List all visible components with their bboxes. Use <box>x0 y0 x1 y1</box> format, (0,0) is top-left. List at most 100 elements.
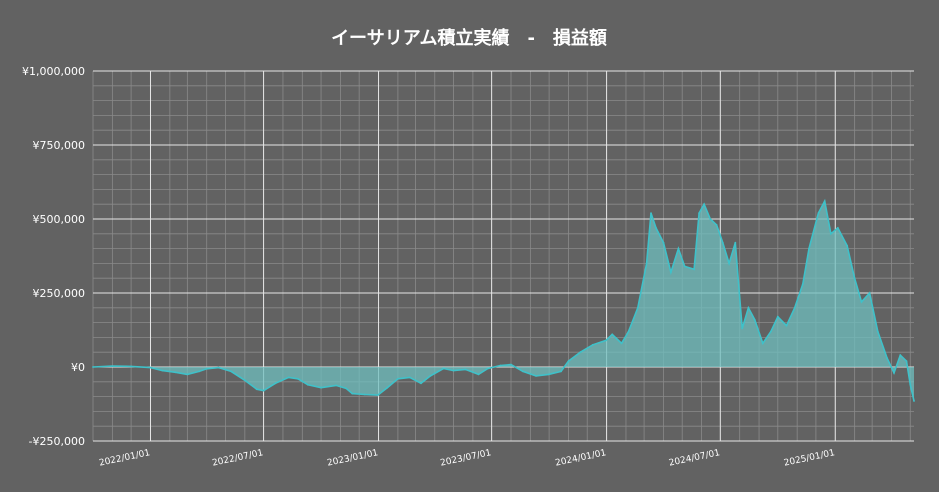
data-point <box>670 271 672 274</box>
data-point <box>386 386 389 389</box>
data-point <box>677 247 680 250</box>
y-tick-label: -¥250,000 <box>29 435 85 448</box>
data-point <box>636 306 639 309</box>
data-point <box>591 343 594 346</box>
data-point <box>287 376 290 379</box>
data-point <box>335 384 337 387</box>
grid <box>92 70 914 442</box>
data-point <box>620 342 623 345</box>
data-point <box>452 369 455 372</box>
data-point <box>377 394 379 396</box>
data-point <box>823 200 826 203</box>
data-point <box>645 262 648 265</box>
data-point <box>728 262 730 265</box>
x-tick-label: 2024/01/01 <box>554 448 607 469</box>
data-point <box>868 292 871 294</box>
data-point <box>830 232 832 235</box>
data-point <box>698 212 700 215</box>
data-point <box>611 333 614 336</box>
data-point <box>297 377 299 380</box>
data-point <box>230 370 233 373</box>
chart-title: イーサリアム積立実績 - 損益額 <box>331 27 607 49</box>
data-point <box>217 366 220 369</box>
data-point <box>535 375 537 377</box>
data-point <box>363 393 366 396</box>
series-line <box>92 198 915 402</box>
data-point <box>198 370 201 373</box>
data-point <box>408 376 411 379</box>
data-point <box>913 400 915 402</box>
data-point <box>876 330 879 333</box>
data-point <box>793 306 796 309</box>
data-point <box>693 268 695 271</box>
data-point <box>808 247 810 250</box>
data-point <box>442 367 445 370</box>
data-point <box>741 327 744 330</box>
data-point <box>320 386 322 389</box>
data-point <box>909 383 912 386</box>
y-tick-label: ¥500,000 <box>33 213 86 226</box>
data-point <box>186 373 189 376</box>
y-axis: -¥250,000 ¥0 ¥250,000 ¥500,000 ¥750,000 ¥1,00… <box>22 65 85 448</box>
data-point <box>429 375 432 377</box>
x-tick-label: 2022/01/01 <box>98 448 151 469</box>
data-point <box>905 360 908 362</box>
x-tick-label: 2023/01/01 <box>326 448 379 469</box>
data-point <box>817 212 820 215</box>
data-point <box>734 241 737 244</box>
data-point <box>487 367 489 370</box>
data-point <box>703 203 705 206</box>
data-point <box>655 227 657 229</box>
data-point <box>345 387 347 390</box>
data-point <box>860 301 863 303</box>
x-tick-label: 2023/07/01 <box>439 448 492 469</box>
x-axis: 2022/01/01 2022/07/01 2023/01/01 2023/07/01… <box>98 448 836 469</box>
data-point <box>893 372 895 374</box>
data-point <box>579 351 582 354</box>
data-point <box>499 364 502 367</box>
y-tick-label: ¥1,000,000 <box>22 65 85 78</box>
data-point <box>522 370 524 373</box>
data-point <box>801 283 804 285</box>
data-point <box>627 330 630 333</box>
data-point <box>605 339 607 342</box>
data-point <box>161 369 164 372</box>
data-point <box>683 265 686 268</box>
data-point <box>510 363 512 366</box>
data-point <box>92 366 94 368</box>
x-tick-label: 2025/01/01 <box>783 448 836 469</box>
y-tick-label: ¥750,000 <box>33 139 86 152</box>
area-layer <box>92 198 915 402</box>
x-tick-label: 2022/07/01 <box>211 448 264 469</box>
data-point <box>785 324 788 327</box>
data-point <box>715 224 718 226</box>
data-point <box>770 330 772 333</box>
data-point <box>650 212 652 215</box>
data-point <box>560 370 562 373</box>
data-point <box>397 377 399 380</box>
data-point <box>836 227 839 229</box>
data-point <box>853 277 856 280</box>
data-point <box>174 371 177 374</box>
x-tick-label: 2024/07/01 <box>668 448 721 469</box>
data-point <box>274 382 277 385</box>
data-point <box>307 383 309 386</box>
data-point <box>255 388 258 391</box>
data-point <box>262 389 265 392</box>
data-point <box>464 368 467 371</box>
data-point <box>709 218 712 220</box>
data-point <box>721 241 724 244</box>
data-point <box>899 354 902 357</box>
data-point <box>243 379 246 382</box>
data-point <box>205 367 208 370</box>
data-point <box>547 373 550 376</box>
data-point <box>753 318 756 321</box>
data-point <box>420 382 422 385</box>
data-point <box>477 373 480 376</box>
series-area <box>93 201 914 401</box>
data-point <box>662 241 665 244</box>
y-tick-label: ¥0 <box>71 361 85 374</box>
y-tick-label: ¥250,000 <box>33 287 86 300</box>
